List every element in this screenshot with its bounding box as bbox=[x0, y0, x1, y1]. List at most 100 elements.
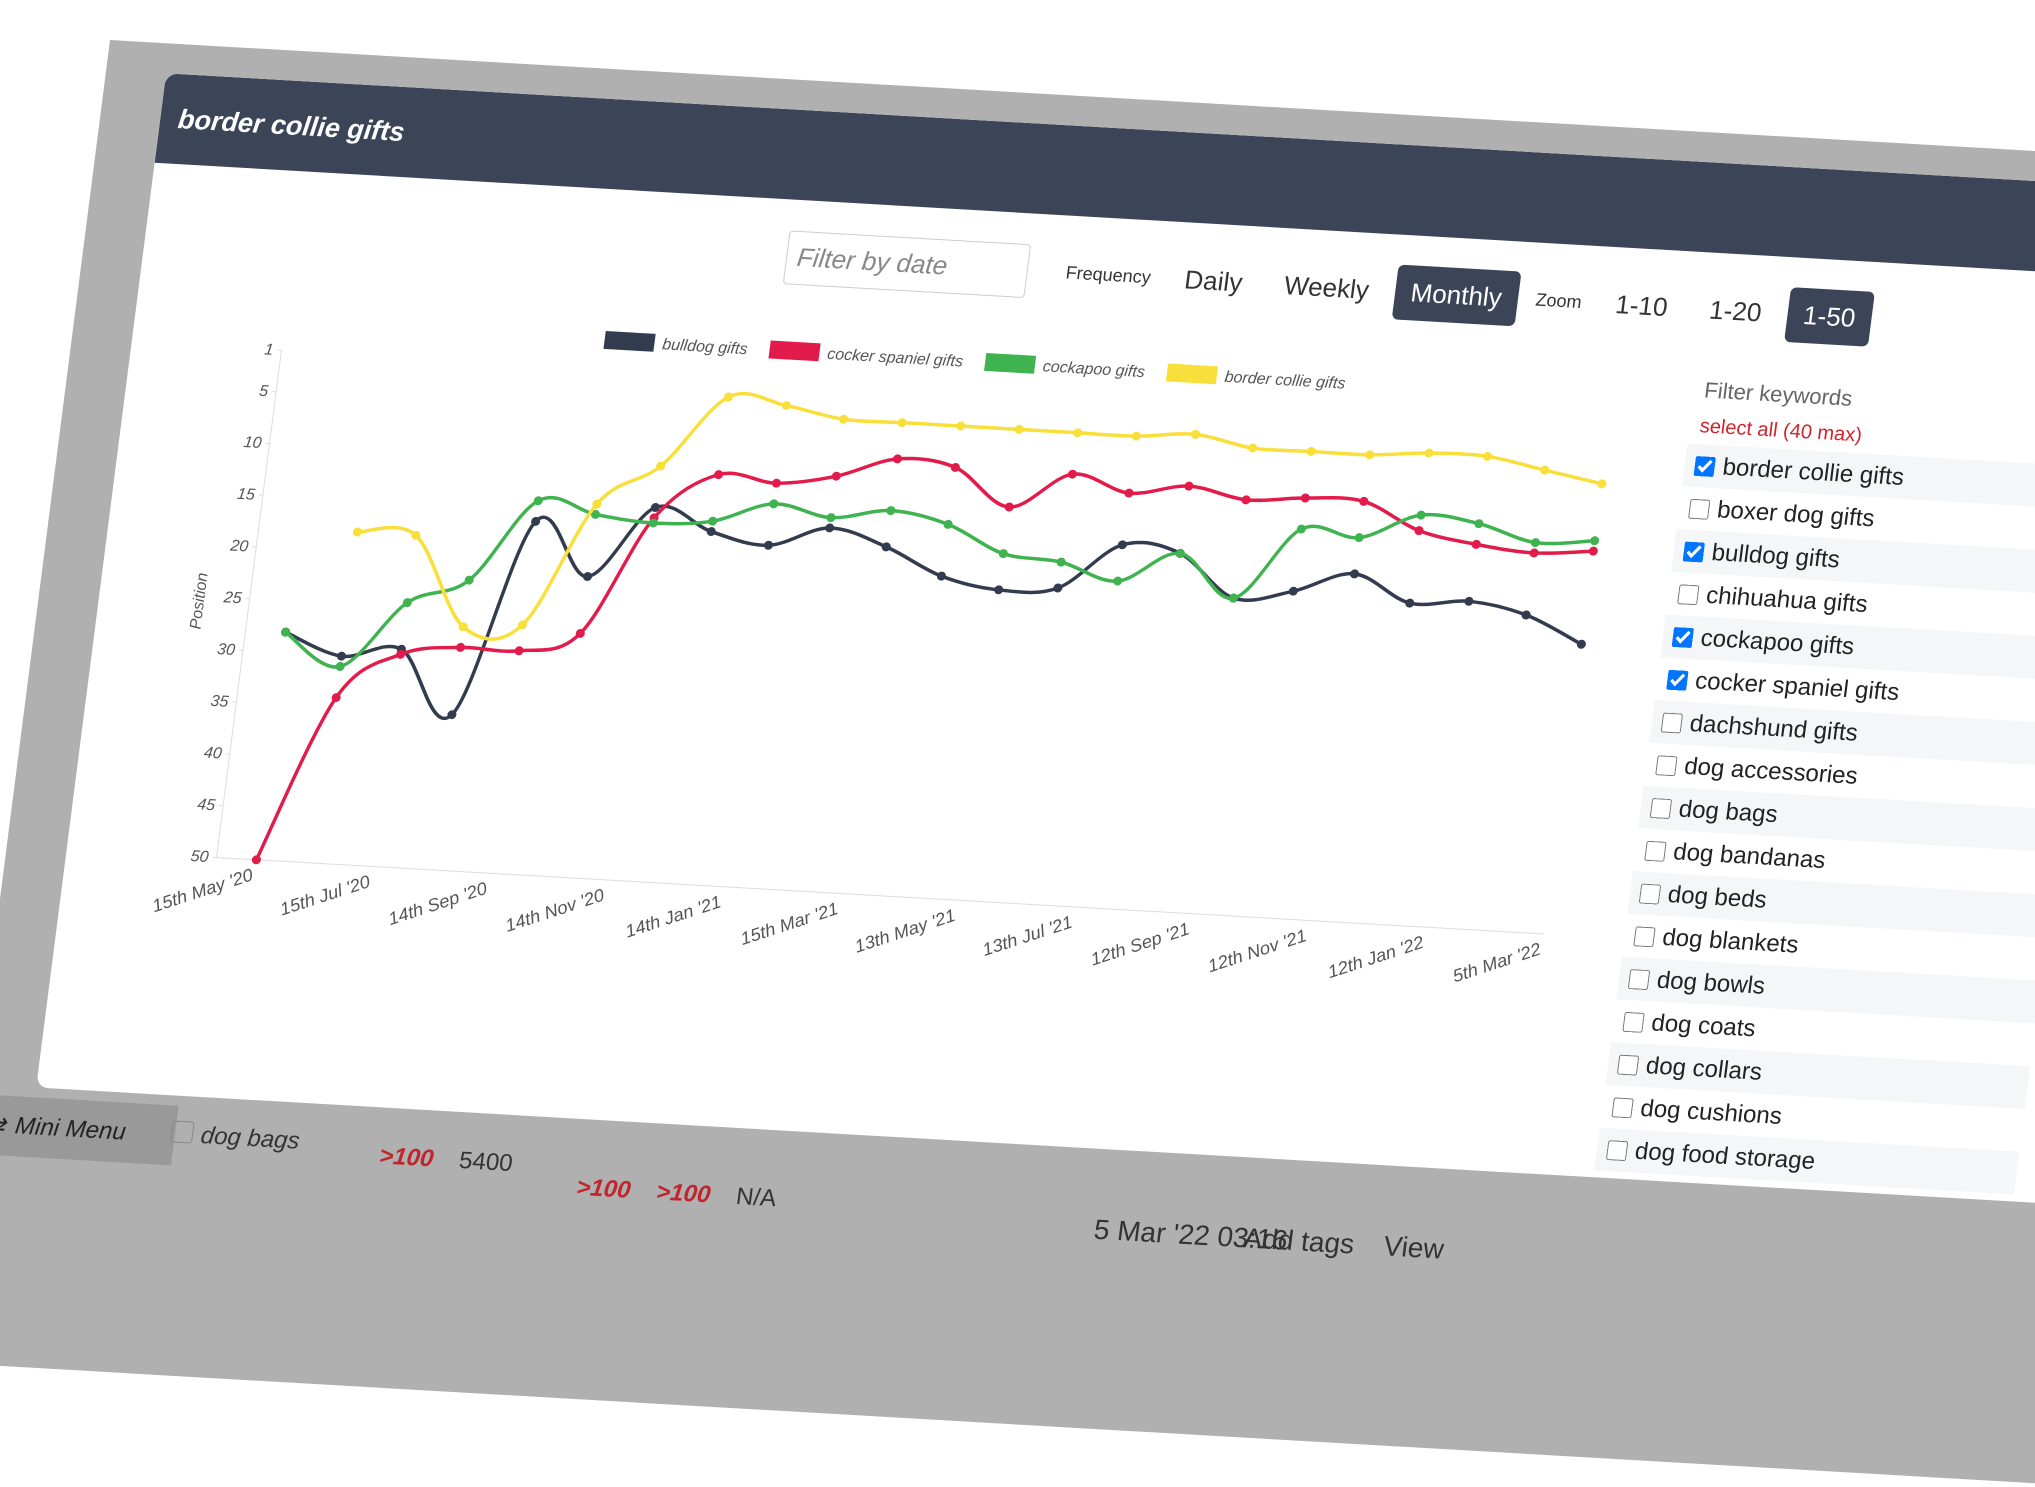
x-tick-label: 14th Jan '21 bbox=[623, 892, 723, 942]
keyword-checkbox[interactable] bbox=[1693, 455, 1717, 477]
keyword-label: dachshund gifts bbox=[1688, 709, 1860, 747]
series-point bbox=[514, 646, 524, 656]
series-point bbox=[1576, 639, 1586, 649]
x-tick-label: 15th May '20 bbox=[150, 865, 255, 917]
series-point bbox=[650, 502, 660, 512]
series-point bbox=[1296, 524, 1306, 534]
row-keyword: dog bags bbox=[199, 1122, 302, 1155]
keyword-checkbox[interactable] bbox=[1655, 754, 1678, 776]
frequency-option[interactable]: Monthly bbox=[1391, 264, 1522, 327]
series-point bbox=[1175, 548, 1185, 558]
y-tick-label: 1 bbox=[263, 341, 274, 358]
series-point bbox=[769, 499, 779, 509]
x-tick-label: 14th Nov '20 bbox=[503, 885, 606, 936]
series-point bbox=[1424, 448, 1434, 458]
series-point bbox=[1521, 610, 1531, 620]
zoom-option[interactable]: 1-10 bbox=[1613, 289, 1670, 323]
series-point bbox=[1414, 526, 1424, 536]
keyword-checkbox[interactable] bbox=[1671, 626, 1695, 648]
series-point bbox=[533, 496, 543, 506]
legend-swatch bbox=[768, 340, 821, 362]
mini-menu[interactable]: ⇄ Mini Menu bbox=[0, 1093, 179, 1166]
series-point bbox=[1131, 431, 1141, 441]
series-point bbox=[1014, 424, 1024, 434]
series-point bbox=[1590, 536, 1600, 546]
keyword-checkbox[interactable] bbox=[1682, 541, 1706, 563]
keyword-checkbox[interactable] bbox=[1611, 1096, 1634, 1118]
series-line bbox=[284, 495, 1595, 669]
keyword-checkbox[interactable] bbox=[1627, 968, 1651, 990]
keyword-label: dog bowls bbox=[1655, 966, 1767, 1000]
series-point bbox=[1464, 596, 1474, 606]
keyword-label: dog collars bbox=[1644, 1051, 1764, 1086]
keyword-checkbox[interactable] bbox=[1633, 925, 1656, 947]
series-line bbox=[254, 456, 1594, 861]
frequency-option[interactable]: Weekly bbox=[1282, 270, 1371, 305]
series-point bbox=[281, 627, 291, 637]
frequency-options: Daily Weekly Monthly bbox=[1165, 251, 1522, 327]
series-point bbox=[575, 628, 585, 638]
keyword-label: dog gifts bbox=[1628, 1179, 1723, 1205]
series-point bbox=[1190, 429, 1201, 439]
series-point bbox=[456, 642, 466, 652]
y-axis bbox=[215, 350, 282, 858]
series-point bbox=[1241, 495, 1251, 505]
series-point bbox=[763, 540, 774, 550]
series-point bbox=[771, 478, 781, 488]
series-point bbox=[1117, 540, 1127, 550]
series-point bbox=[517, 620, 527, 630]
x-tick-label: 14th Sep '20 bbox=[386, 878, 489, 929]
row-cell: >100 bbox=[377, 1142, 436, 1173]
keyword-checkbox[interactable] bbox=[1622, 1011, 1645, 1033]
series-point bbox=[1597, 479, 1607, 489]
keyword-checkbox[interactable] bbox=[1600, 1182, 1623, 1204]
keyword-checkbox[interactable] bbox=[1666, 669, 1689, 691]
series-point bbox=[531, 516, 541, 526]
y-tick-label: 5 bbox=[258, 383, 269, 400]
series-point bbox=[648, 518, 658, 528]
keyword-checkbox[interactable] bbox=[1616, 1054, 1640, 1076]
keyword-checkbox[interactable] bbox=[1649, 797, 1673, 819]
series-point bbox=[826, 513, 836, 523]
series-point bbox=[897, 418, 907, 428]
series-point bbox=[458, 622, 468, 632]
keyword-checkbox[interactable] bbox=[1638, 883, 1662, 905]
keyword-label: cockapoo gifts bbox=[1699, 624, 1856, 660]
row-checkbox[interactable] bbox=[169, 1120, 195, 1144]
zoom-option[interactable]: 1-20 bbox=[1707, 294, 1764, 328]
date-filter[interactable]: Filter by date bbox=[782, 229, 1032, 298]
series-point bbox=[714, 470, 724, 480]
x-tick-label: 5th Mar '22 bbox=[1451, 939, 1543, 986]
row-action[interactable]: View bbox=[1381, 1230, 1446, 1265]
series-point bbox=[592, 499, 602, 509]
series-point bbox=[723, 392, 734, 402]
row-action[interactable]: Add tags bbox=[1241, 1222, 1357, 1260]
x-tick-label: 13th May '21 bbox=[853, 905, 958, 957]
keyword-checkbox[interactable] bbox=[1688, 498, 1711, 520]
x-axis bbox=[216, 856, 1545, 935]
series-point bbox=[447, 710, 457, 720]
keyword-checkbox[interactable] bbox=[1644, 840, 1667, 862]
legend-label: cocker spaniel gifts bbox=[826, 346, 964, 371]
zoom-option[interactable]: 1-50 bbox=[1783, 287, 1875, 347]
series-point bbox=[781, 401, 791, 411]
series-point bbox=[1053, 583, 1063, 593]
keyword-label: dog bags bbox=[1677, 795, 1780, 828]
swap-icon: ⇄ bbox=[0, 1111, 7, 1140]
legend-label: border collie gifts bbox=[1224, 369, 1347, 393]
series-point bbox=[1300, 493, 1310, 503]
keyword-label: chihuahua gifts bbox=[1704, 581, 1870, 618]
legend-label: bulldog gifts bbox=[661, 336, 748, 358]
keyword-checkbox[interactable] bbox=[1677, 583, 1700, 605]
y-tick-label: 50 bbox=[190, 848, 210, 866]
series-point bbox=[708, 516, 718, 526]
y-tick-label: 35 bbox=[209, 693, 229, 711]
mini-menu-label: Mini Menu bbox=[13, 1112, 128, 1146]
series-point bbox=[956, 421, 966, 431]
x-tick-label: 12th Sep '21 bbox=[1089, 919, 1192, 970]
keyword-checkbox[interactable] bbox=[1605, 1139, 1629, 1161]
series-point bbox=[706, 527, 716, 537]
frequency-option[interactable]: Daily bbox=[1182, 264, 1245, 298]
keyword-checkbox[interactable] bbox=[1660, 712, 1684, 734]
y-tick-label: 40 bbox=[203, 745, 223, 763]
